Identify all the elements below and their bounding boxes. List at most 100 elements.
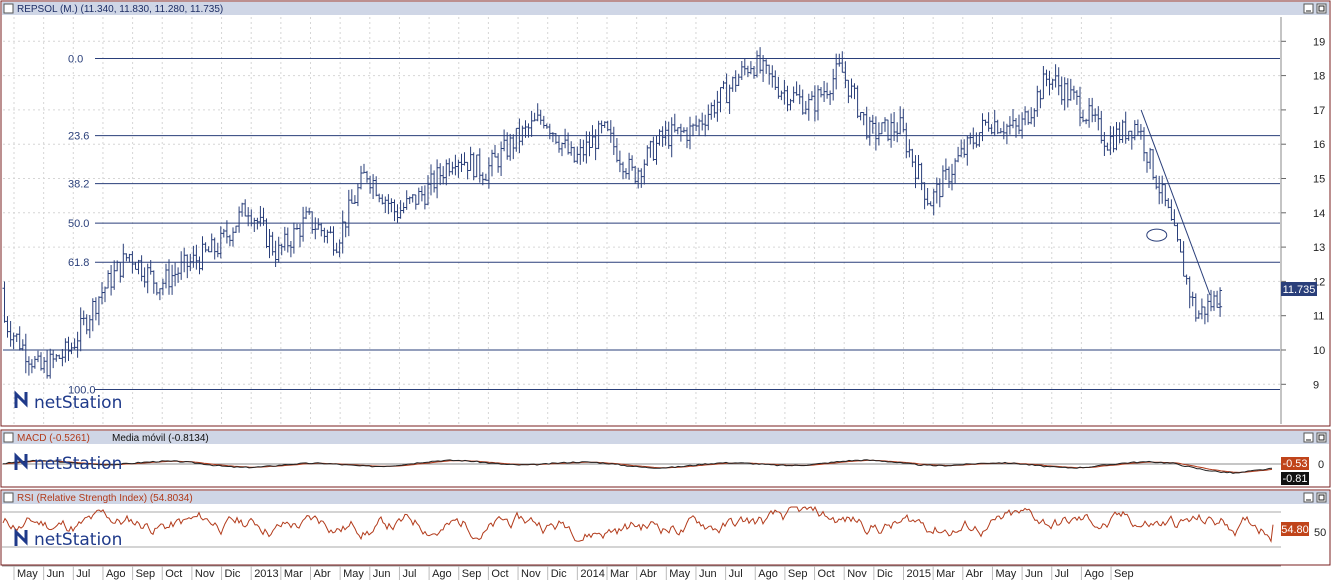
rsi-panel: RSI (Relative Strength Index) (54.8034) … xyxy=(0,489,1331,566)
macd-panel-icon xyxy=(3,432,14,443)
maximize-icon xyxy=(1318,494,1325,501)
macd-panel-maximize-button[interactable] xyxy=(1316,432,1327,443)
x-tick-label: Sep xyxy=(1114,568,1134,580)
x-tick-label: Jul xyxy=(729,568,743,580)
x-tick-label: Dic xyxy=(551,568,567,580)
price-panel-titlebar xyxy=(2,2,1329,15)
macd-value-label: -0.53 xyxy=(1282,458,1307,470)
x-tick-label: Jul xyxy=(1055,568,1069,580)
rsi-panel-icon xyxy=(3,492,14,503)
x-tick-label: Jun xyxy=(699,568,717,580)
x-tick-label: 2015 xyxy=(907,568,931,580)
rsi-panel-titlebar xyxy=(2,491,1329,504)
netstation-logo-text: netStation xyxy=(34,393,122,413)
macd-zero-tick: 0 xyxy=(1318,459,1324,471)
x-tick-label: Sep xyxy=(136,568,156,580)
rsi-panel-title: RSI (Relative Strength Index) (54.8034) xyxy=(17,493,193,504)
netstation-logo-text: netStation xyxy=(34,530,122,550)
last-price-label: 11.735 xyxy=(1283,284,1316,296)
x-tick-label: Dic xyxy=(877,568,893,580)
y-tick-label: 9 xyxy=(1313,379,1319,391)
highlight-ellipse xyxy=(1146,228,1168,242)
fibonacci-levels: 0.0 23.6 38.2 50.0 61.8 100.0 xyxy=(3,53,1280,396)
y-tick-label: 17 xyxy=(1313,105,1325,117)
price-panel-title: REPSOL (M.) (11.340, 11.830, 11.280, 11.… xyxy=(17,4,223,15)
x-tick-label: Nov xyxy=(847,568,867,580)
x-tick-label: Sep xyxy=(788,568,808,580)
y-tick-label: 18 xyxy=(1313,71,1325,83)
x-tick-label: Nov xyxy=(195,568,215,580)
x-tick-label: Abr xyxy=(966,568,983,580)
x-tick-label: Ago xyxy=(432,568,452,580)
last-price-badge: 11.735 xyxy=(1281,282,1317,296)
x-tick-label: Mar xyxy=(284,568,303,580)
netstation-logo-icon xyxy=(14,390,28,408)
x-tick-label: Jul xyxy=(402,568,416,580)
macd-line xyxy=(2,459,1273,474)
netstation-logo: netStation xyxy=(14,452,122,474)
macd-panel-title: MACD (-0.5261) xyxy=(17,433,90,444)
price-panel-frame xyxy=(0,0,1331,427)
price-panel: REPSOL (M.) (11.340, 11.830, 11.280, 11.… xyxy=(0,0,1331,427)
netstation-logo-text: netStation xyxy=(34,454,122,474)
y-tick-label: 16 xyxy=(1313,139,1325,151)
y-tick-label: 19 xyxy=(1313,36,1325,48)
trendline xyxy=(1140,109,1211,296)
x-tick-label: May xyxy=(669,568,690,580)
x-tick-label: Abr xyxy=(640,568,657,580)
x-tick-label: 2014 xyxy=(580,568,604,580)
fib-level-label: 100.0 xyxy=(68,384,96,396)
fib-level-label: 23.6 xyxy=(68,131,89,143)
rsi-panel-maximize-button[interactable] xyxy=(1316,492,1327,503)
price-series xyxy=(2,47,1223,379)
rsi-value-label: 54.80 xyxy=(1281,524,1309,536)
x-tick-label: Jun xyxy=(373,568,391,580)
fib-level-label: 0.0 xyxy=(68,53,83,65)
x-tick-label: Ago xyxy=(106,568,126,580)
x-axis: May Jun Jul Ago Sep Oct Nov Dic 2013 Mar Abr May Jun… xyxy=(13,566,1134,580)
y-tick-label: 10 xyxy=(1313,345,1325,357)
x-tick-label: Oct xyxy=(165,568,182,580)
fib-level-label: 38.2 xyxy=(68,179,89,191)
last-price-badge-bg xyxy=(1281,282,1317,296)
macd-value-badge-bg xyxy=(1281,457,1309,470)
x-tick-label: Mar xyxy=(610,568,629,580)
macd-panel-titlebar xyxy=(2,431,1329,444)
macd-panel-minimize-button[interactable] xyxy=(1303,432,1314,443)
x-tick-label: Dic xyxy=(225,568,241,580)
fib-level-label: 50.0 xyxy=(68,218,89,230)
x-tick-label: Abr xyxy=(314,568,331,580)
price-panel-minimize-button[interactable] xyxy=(1303,3,1314,14)
x-tick-label: Sep xyxy=(462,568,482,580)
fib-level-label: 61.8 xyxy=(68,257,89,269)
x-tick-label: Ago xyxy=(758,568,778,580)
price-bars xyxy=(2,47,1223,379)
x-tick-label: Mar xyxy=(936,568,955,580)
rsi-panel-minimize-button[interactable] xyxy=(1303,492,1314,503)
signal-value-badge-bg xyxy=(1281,472,1309,485)
x-tick-label: Jul xyxy=(76,568,90,580)
rsi-line xyxy=(2,506,1274,544)
macd-signal-line xyxy=(2,459,1273,473)
y-tick-label: 13 xyxy=(1313,242,1325,254)
price-panel-icon xyxy=(3,3,14,14)
x-tick-label: 2013 xyxy=(254,568,278,580)
x-tick-label: Oct xyxy=(818,568,835,580)
maximize-icon xyxy=(1318,5,1325,12)
netstation-logo-icon xyxy=(14,528,28,546)
rsi-level-tick: 50 xyxy=(1314,527,1326,539)
macd-panel: MACD (-0.5261) Media móvil (-0.8134) 0 -… xyxy=(0,429,1331,488)
x-tick-label: Oct xyxy=(491,568,508,580)
price-panel-maximize-button[interactable] xyxy=(1316,3,1327,14)
x-tick-label: Ago xyxy=(1084,568,1104,580)
x-tick-label: May xyxy=(995,568,1016,580)
y-tick-label: 15 xyxy=(1313,174,1325,186)
signal-value-badge: -0.81 xyxy=(1281,472,1309,485)
rsi-value-badge-bg xyxy=(1281,522,1309,536)
x-tick-label: Jun xyxy=(47,568,65,580)
x-tick-label: May xyxy=(17,568,38,580)
signal-value-label: -0.81 xyxy=(1282,473,1307,485)
y-tick-label: 11 xyxy=(1313,311,1324,323)
netstation-logo: netStation xyxy=(14,390,122,413)
